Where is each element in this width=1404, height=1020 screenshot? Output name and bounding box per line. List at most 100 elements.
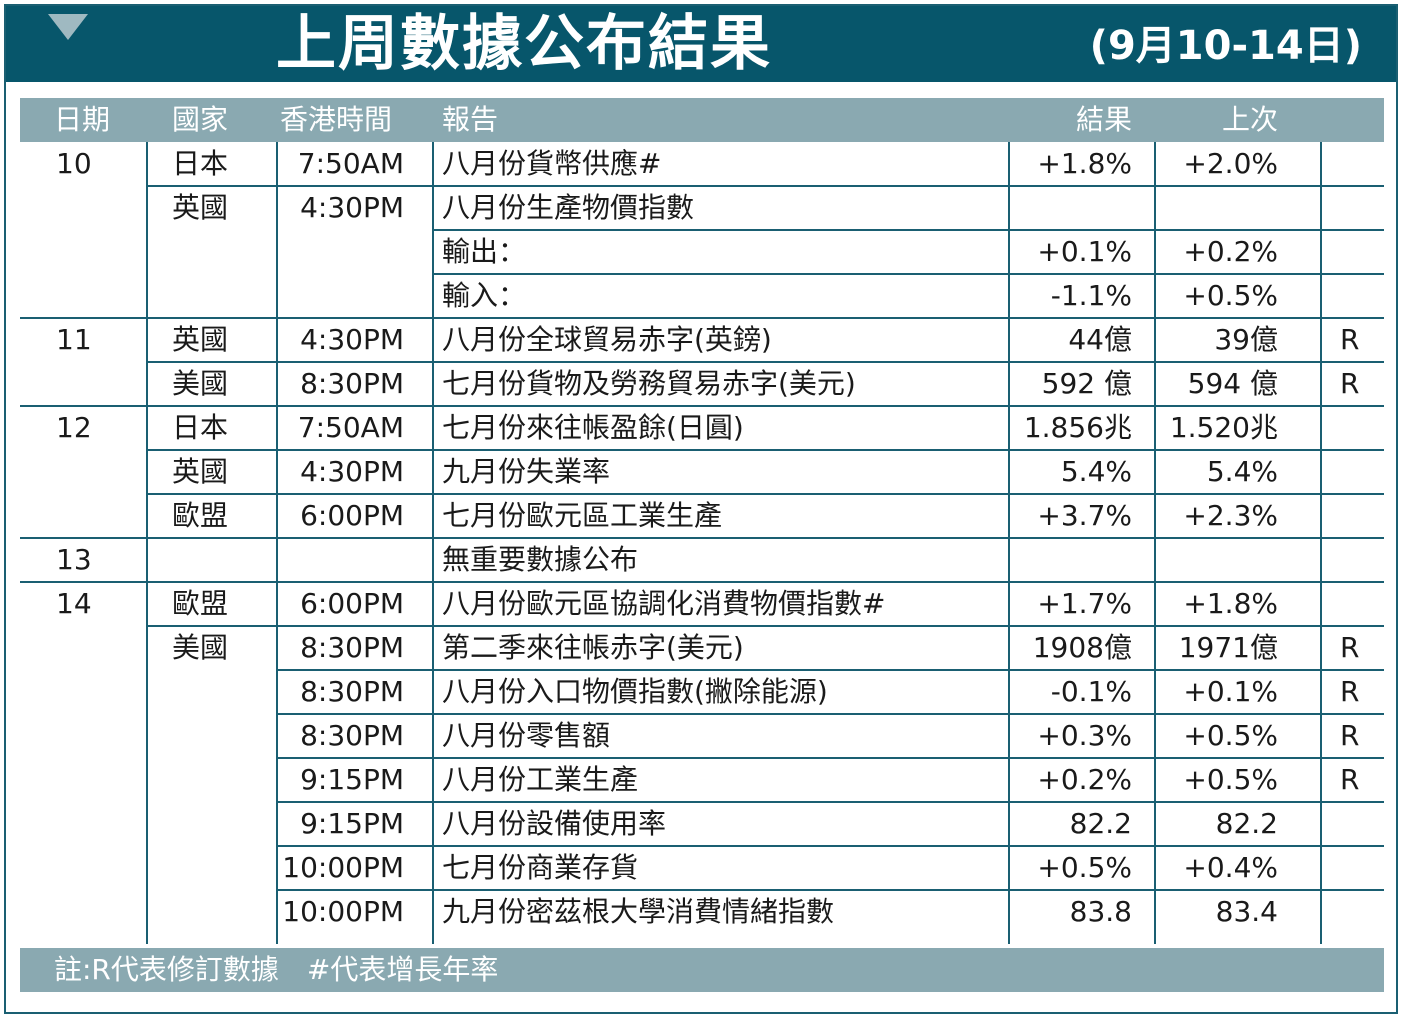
footnote: 註:R代表修訂數據 #代表增長年率 (54, 953, 499, 986)
country-cell: 英國 (172, 323, 229, 356)
table-row: 13 無重要數據公布 (20, 538, 1384, 582)
day-cell: 11 (56, 323, 92, 356)
day-cell: 14 (56, 587, 92, 620)
column-divider (1320, 142, 1322, 944)
row-divider (20, 537, 1384, 539)
report-cell: 七月份來往帳盈餘(日圓) (442, 411, 744, 444)
row-divider (432, 273, 1384, 275)
result-cell: +0.3% (1037, 719, 1132, 752)
report-cell: 八月份工業生產 (442, 763, 639, 796)
footnote-bar: 註:R代表修訂數據 #代表增長年率 (20, 948, 1384, 992)
table-row: 11 英國 4:30PM 八月份全球貿易赤字(英鎊) 44億 39億 R (20, 318, 1384, 362)
report-cell: 無重要數據公布 (442, 543, 639, 576)
previous-cell: +0.4% (1183, 851, 1278, 884)
header-report: 報告 (442, 103, 499, 136)
row-divider (20, 405, 1384, 407)
revised-flag: R (1340, 631, 1360, 664)
header-country: 國家 (172, 103, 229, 136)
result-cell: +1.7% (1037, 587, 1132, 620)
revised-flag: R (1340, 763, 1360, 796)
time-cell: 4:30PM (300, 323, 404, 356)
previous-cell: 1971億 (1178, 631, 1278, 664)
table-row: 14 歐盟 6:00PM 八月份歐元區協調化消費物價指數# +1.7% +1.8% (20, 582, 1384, 626)
revised-flag: R (1340, 323, 1360, 356)
report-cell: 八月份貨幣供應# (442, 147, 662, 180)
report-cell: 八月份零售額 (442, 719, 611, 752)
table-row: 9:15PM 八月份設備使用率 82.2 82.2 (20, 802, 1384, 846)
table-row: 10:00PM 九月份密茲根大學消費情緒指數 83.8 83.4 (20, 890, 1384, 934)
report-cell: 七月份歐元區工業生產 (442, 499, 723, 532)
column-divider (276, 142, 278, 944)
report-cell: 九月份失業率 (442, 455, 611, 488)
time-cell: 10:00PM (282, 851, 404, 884)
report-cell: 輸出： (442, 235, 527, 268)
row-divider (146, 493, 1384, 495)
report-cell: 八月份入口物價指數(撇除能源) (442, 675, 828, 708)
table-row: 美國 8:30PM 七月份貨物及勞務貿易赤字(美元) 592 億 594 億 R (20, 362, 1384, 406)
country-cell: 日本 (172, 147, 229, 180)
revised-flag: R (1340, 675, 1360, 708)
time-cell: 8:30PM (300, 675, 404, 708)
result-cell: +1.8% (1037, 147, 1132, 180)
report-cell: 八月份全球貿易赤字(英鎊) (442, 323, 772, 356)
previous-cell: +0.1% (1183, 675, 1278, 708)
table-row: 美國 8:30PM 第二季來往帳赤字(美元) 1908億 1971億 R (20, 626, 1384, 670)
page-title: 上周數據公布結果 (276, 9, 772, 79)
table-row: 12 日本 7:50AM 七月份來往帳盈餘(日圓) 1.856兆 1.520兆 (20, 406, 1384, 450)
time-cell: 8:30PM (300, 631, 404, 664)
result-cell: 592 億 (1041, 367, 1132, 400)
result-cell: +0.1% (1037, 235, 1132, 268)
table-row: 10 日本 7:50AM 八月份貨幣供應# +1.8% +2.0% (20, 142, 1384, 186)
previous-cell: +0.2% (1183, 235, 1278, 268)
result-cell: 82.2 (1069, 807, 1132, 840)
previous-cell: 5.4% (1206, 455, 1278, 488)
date-range: (9月10-14日) (1089, 23, 1362, 69)
row-divider (146, 449, 1384, 451)
previous-cell: +2.0% (1183, 147, 1278, 180)
triangle-icon (48, 14, 88, 40)
row-divider (20, 581, 1384, 583)
table-row: 輸入： -1.1% +0.5% (20, 274, 1384, 318)
result-cell: 1.856兆 (1023, 411, 1132, 444)
column-divider (1154, 142, 1156, 944)
country-cell: 歐盟 (172, 499, 229, 532)
result-cell: 1908億 (1032, 631, 1132, 664)
row-divider (276, 889, 1384, 891)
country-cell: 英國 (172, 191, 229, 224)
country-cell: 英國 (172, 455, 229, 488)
row-divider (276, 801, 1384, 803)
previous-cell: 1.520兆 (1169, 411, 1278, 444)
result-cell: +0.2% (1037, 763, 1132, 796)
previous-cell: +1.8% (1183, 587, 1278, 620)
header-hk-time: 香港時間 (280, 103, 393, 136)
table-row: 8:30PM 八月份零售額 +0.3% +0.5% R (20, 714, 1384, 758)
country-cell: 歐盟 (172, 587, 229, 620)
title-banner: 上周數據公布結果 (9月10-14日) (6, 6, 1396, 82)
country-cell: 日本 (172, 411, 229, 444)
day-cell: 13 (56, 543, 92, 576)
previous-cell: +2.3% (1183, 499, 1278, 532)
time-cell: 7:50AM (297, 147, 404, 180)
table-row: 英國 4:30PM 八月份生產物價指數 (20, 186, 1384, 230)
column-divider (1008, 142, 1010, 944)
time-cell: 4:30PM (300, 455, 404, 488)
table-row: 10:00PM 七月份商業存貨 +0.5% +0.4% (20, 846, 1384, 890)
row-divider (146, 625, 1384, 627)
country-cell: 美國 (172, 631, 229, 664)
row-divider (20, 317, 1384, 319)
day-cell: 12 (56, 411, 92, 444)
time-cell: 9:15PM (300, 807, 404, 840)
result-cell: +0.5% (1037, 851, 1132, 884)
table-row: 9:15PM 八月份工業生產 +0.2% +0.5% R (20, 758, 1384, 802)
result-cell: -1.1% (1050, 279, 1132, 312)
row-divider (146, 361, 1384, 363)
report-cell: 九月份密茲根大學消費情緒指數 (442, 895, 835, 928)
time-cell: 6:00PM (300, 587, 404, 620)
report-cell: 八月份設備使用率 (442, 807, 667, 840)
table-row: 歐盟 6:00PM 七月份歐元區工業生產 +3.7% +2.3% (20, 494, 1384, 538)
previous-cell: 39億 (1214, 323, 1278, 356)
time-cell: 7:50AM (297, 411, 404, 444)
time-cell: 8:30PM (300, 719, 404, 752)
time-cell: 4:30PM (300, 191, 404, 224)
revised-flag: R (1340, 367, 1360, 400)
